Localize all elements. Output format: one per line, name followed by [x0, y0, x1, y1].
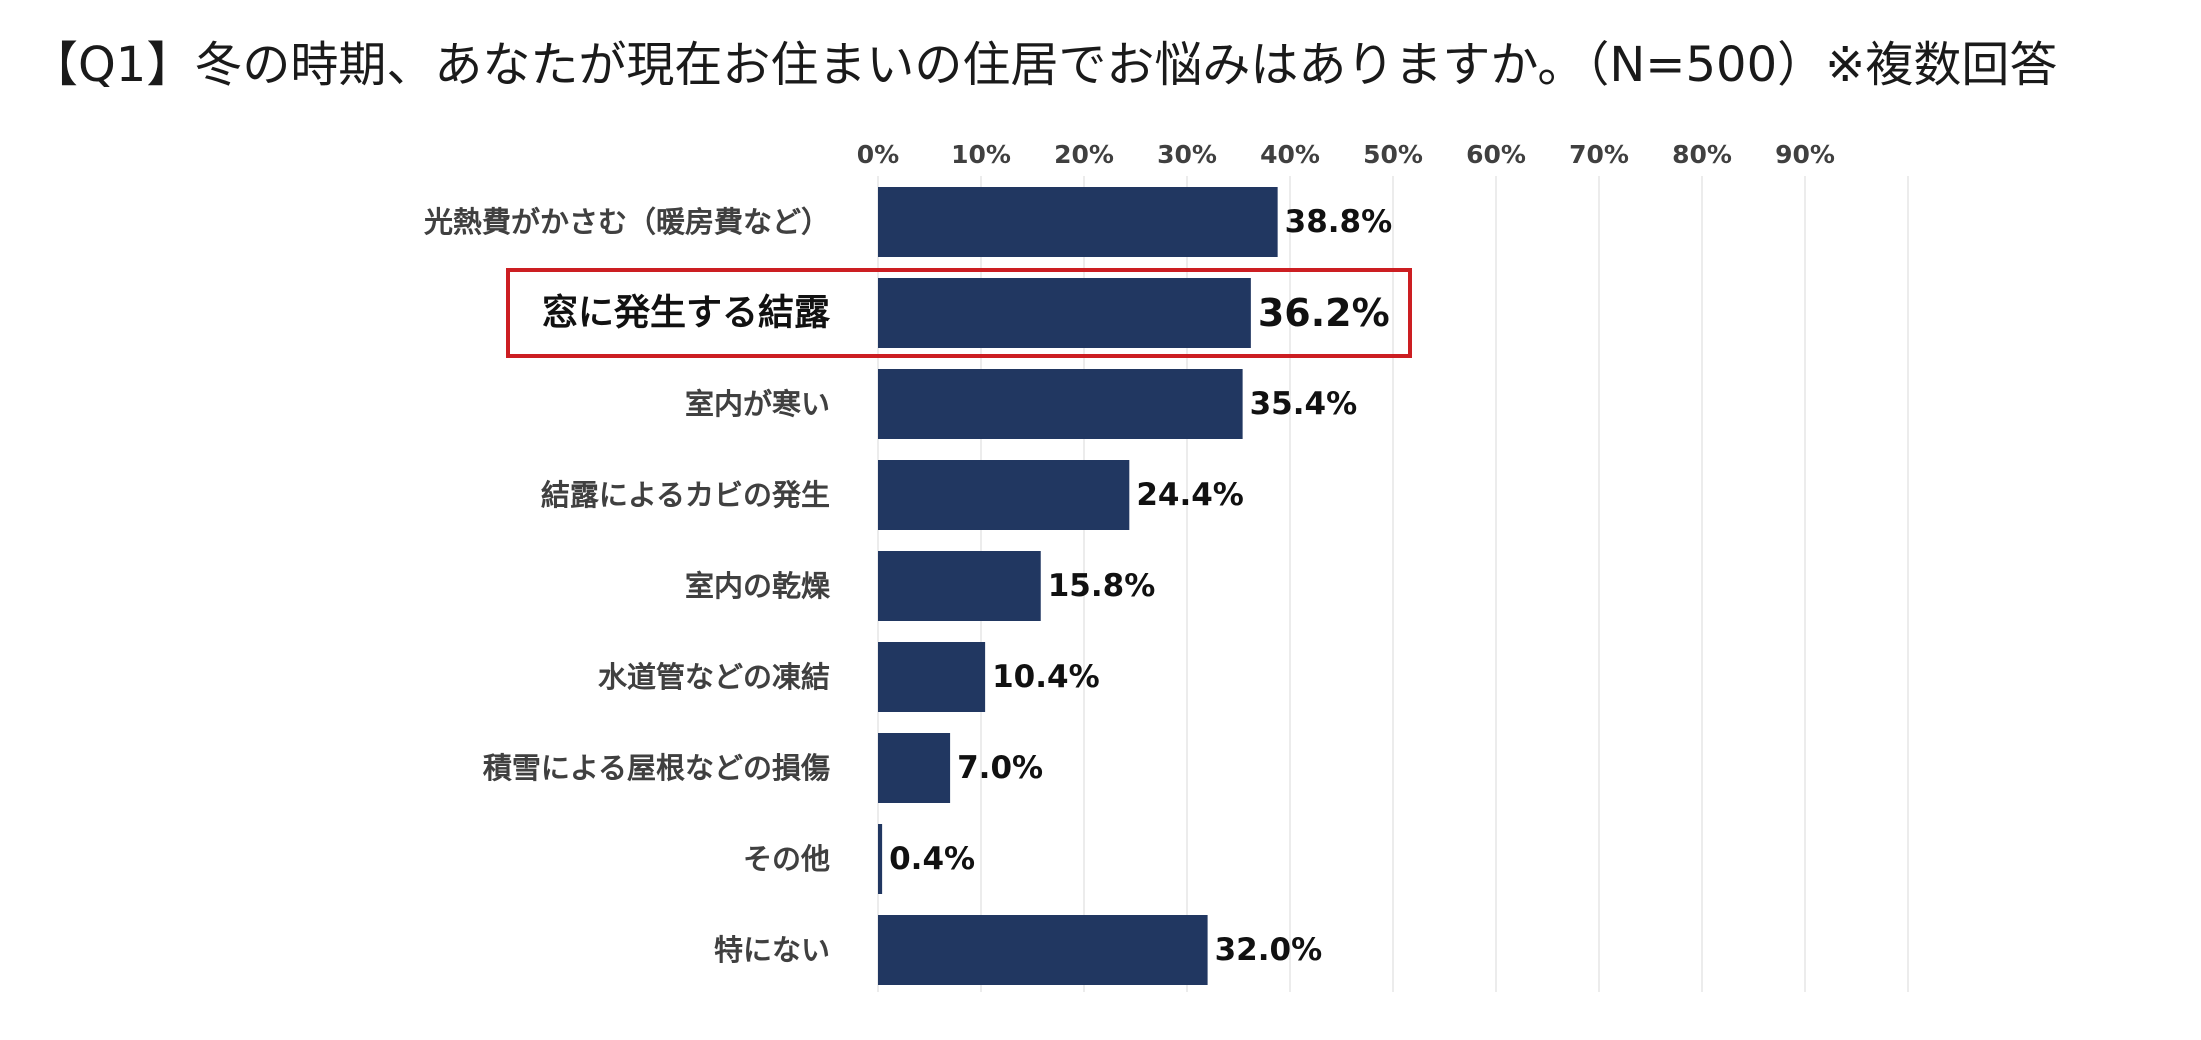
- value-label: 36.2%: [1258, 291, 1390, 335]
- value-label: 15.8%: [1048, 568, 1156, 604]
- value-label: 10.4%: [992, 659, 1100, 695]
- bar: [878, 915, 1208, 985]
- category-label: 室内の乾燥: [685, 569, 831, 603]
- value-label: 0.4%: [889, 841, 975, 877]
- x-tick-label: 0%: [857, 140, 899, 169]
- category-label: 窓に発生する結露: [542, 293, 831, 334]
- category-label: 光熱費がかさむ（暖房費など）: [424, 205, 830, 239]
- bar: [878, 733, 951, 803]
- x-tick-label: 40%: [1260, 140, 1320, 169]
- x-tick-label: 30%: [1157, 140, 1217, 169]
- x-tick-label: 20%: [1054, 140, 1114, 169]
- category-label: 積雪による屋根などの損傷: [483, 751, 830, 785]
- highlight-layer: [506, 268, 1412, 358]
- x-tick-label: 90%: [1775, 140, 1835, 169]
- x-tick-label: 70%: [1569, 140, 1629, 169]
- bars: [878, 187, 1278, 985]
- bar: [878, 369, 1243, 439]
- labels: 光熱費がかさむ（暖房費など） 38.8% 窓に発生する結露 36.2% 室内が寒い 35.…: [424, 204, 1392, 968]
- value-label: 7.0%: [957, 750, 1043, 786]
- category-label: 特にない: [714, 933, 830, 967]
- x-tick-label: 60%: [1466, 140, 1526, 169]
- bar: [878, 551, 1041, 621]
- bar: [878, 642, 986, 712]
- x-tick-label: 10%: [951, 140, 1011, 169]
- category-label: 水道管などの凍結: [598, 660, 830, 694]
- bar: [878, 278, 1251, 348]
- value-label: 24.4%: [1136, 477, 1244, 513]
- bar: [878, 460, 1130, 530]
- x-tick-label: 50%: [1363, 140, 1423, 169]
- category-label: 室内が寒い: [685, 387, 830, 421]
- value-label: 38.8%: [1285, 204, 1393, 240]
- bar: [878, 824, 883, 894]
- x-tick-label: 80%: [1672, 140, 1732, 169]
- chart-title: 【Q1】冬の時期、あなたが現在お住まいの住居でお悩みはありますか。（N=500）…: [30, 37, 2058, 93]
- value-label: 32.0%: [1215, 932, 1323, 968]
- bar: [878, 187, 1278, 257]
- value-label: 35.4%: [1250, 386, 1358, 422]
- x-axis-ticks: 0% 10% 20% 30% 40% 50% 60% 70% 80% 90%: [857, 140, 1835, 169]
- highlight-box: [506, 268, 1412, 358]
- category-label: その他: [743, 842, 830, 876]
- category-label: 結露によるカビの発生: [541, 478, 830, 512]
